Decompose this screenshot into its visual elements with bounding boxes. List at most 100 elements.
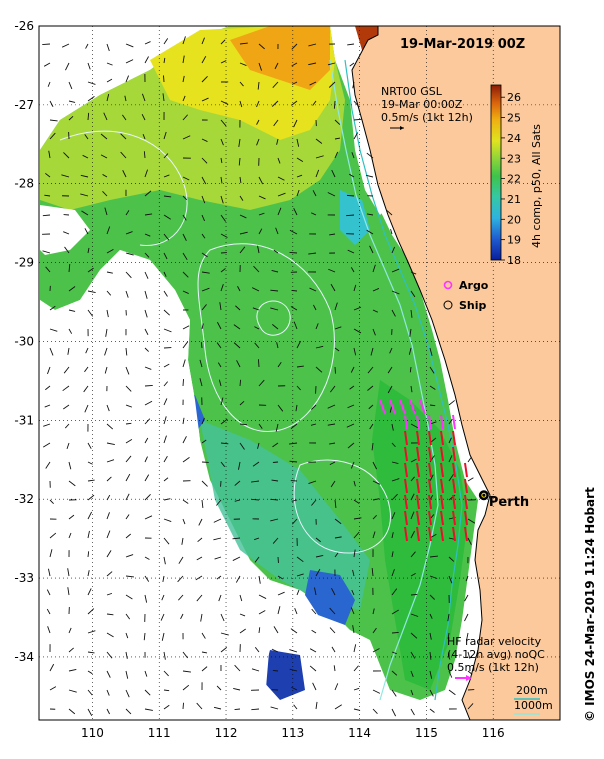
current-arrow <box>257 81 260 90</box>
current-arrow <box>408 347 412 355</box>
current-arrow <box>201 37 205 45</box>
current-arrow <box>233 342 241 349</box>
current-arrow <box>315 155 324 159</box>
current-arrow <box>68 116 74 121</box>
current-arrow <box>125 422 132 425</box>
current-arrow <box>353 708 361 711</box>
current-arrow <box>252 461 260 467</box>
current-arrow <box>234 664 241 672</box>
current-arrow <box>163 195 172 198</box>
colorbar-tick-label: 23 <box>507 152 521 165</box>
graticule <box>39 26 560 720</box>
colorbar <box>490 84 502 261</box>
current-arrow <box>220 442 229 445</box>
current-arrow <box>273 119 279 127</box>
current-arrow <box>68 309 76 312</box>
current-arrow <box>275 227 279 235</box>
current-arrow <box>387 385 393 394</box>
current-arrow <box>68 647 74 653</box>
current-arrow <box>391 493 398 501</box>
current-arrow <box>273 626 279 634</box>
hf-radar-arrow <box>452 430 456 446</box>
current-arrow <box>467 670 473 675</box>
current-arrow <box>125 404 133 408</box>
current-arrow <box>366 213 374 216</box>
current-arrow <box>182 135 191 140</box>
current-arrow <box>102 190 108 197</box>
current-arrow <box>238 138 241 147</box>
current-arrow <box>410 385 413 393</box>
current-arrow <box>182 417 185 425</box>
current-arrow <box>334 552 339 558</box>
current-arrow <box>391 461 399 465</box>
current-arrow <box>257 359 260 368</box>
current-arrow <box>410 271 417 275</box>
current-arrow <box>234 708 241 710</box>
current-arrow <box>163 689 170 692</box>
current-arrow <box>201 439 207 444</box>
current-arrow <box>220 613 225 622</box>
lon-tick-label: 110 <box>81 726 104 740</box>
current-arrow <box>410 632 418 639</box>
current-arrow <box>289 668 298 672</box>
current-arrow <box>389 347 393 354</box>
current-arrow <box>87 551 90 558</box>
current-arrow <box>63 231 70 235</box>
current-arrow <box>367 366 374 374</box>
current-arrow <box>163 704 170 710</box>
current-arrow <box>220 39 226 45</box>
current-arrow <box>100 133 108 140</box>
current-arrow <box>201 76 208 83</box>
current-arrow <box>125 632 129 639</box>
current-arrow <box>106 309 109 318</box>
current-arrow <box>182 114 188 121</box>
current-arrow <box>125 473 131 482</box>
current-arrow <box>257 442 260 449</box>
current-arrow <box>201 304 207 311</box>
current-arrow <box>201 287 210 292</box>
current-arrow <box>213 537 222 541</box>
hf-radar-arrow <box>416 478 420 494</box>
current-arrow <box>144 437 149 444</box>
current-arrow <box>216 575 222 580</box>
current-arrow <box>106 78 113 83</box>
current-arrow <box>106 613 114 616</box>
current-arrow <box>66 442 70 450</box>
lat-tick-label: -29 <box>14 256 34 270</box>
current-arrow <box>201 480 208 487</box>
current-arrow <box>49 305 56 311</box>
current-arrow <box>309 287 317 292</box>
current-arrow <box>125 366 130 375</box>
current-arrow <box>310 423 317 426</box>
current-arrow <box>106 93 110 102</box>
current-arrow <box>49 686 57 691</box>
current-arrow <box>61 174 70 178</box>
current-arrow <box>87 530 90 539</box>
lat-tick-label: -32 <box>14 492 34 506</box>
current-arrow <box>201 651 208 654</box>
current-arrow <box>328 81 336 88</box>
current-arrow <box>125 210 130 216</box>
current-arrow <box>182 499 189 504</box>
current-arrow <box>372 608 375 615</box>
bathy-1000m-label: 1000m <box>514 699 553 712</box>
current-arrow <box>410 530 415 539</box>
current-arrow <box>220 60 227 64</box>
current-arrow <box>142 134 146 140</box>
current-arrow <box>106 442 115 445</box>
current-arrow <box>410 309 413 318</box>
current-arrow <box>467 651 471 659</box>
current-arrow <box>367 385 374 391</box>
current-arrow <box>352 569 355 577</box>
current-arrow <box>296 365 304 368</box>
current-arrow <box>213 706 222 710</box>
lon-tick-label: 114 <box>348 726 371 740</box>
current-arrow <box>464 594 469 602</box>
current-arrow <box>182 271 189 278</box>
current-arrow <box>272 81 279 88</box>
current-arrow <box>68 461 72 470</box>
latitude-tick-labels: -26 -27 -28 -29 -30 -31 -32 -33 -34 <box>14 19 34 664</box>
colorbar-tick-label: 19 <box>507 234 521 247</box>
current-arrow <box>106 423 114 430</box>
